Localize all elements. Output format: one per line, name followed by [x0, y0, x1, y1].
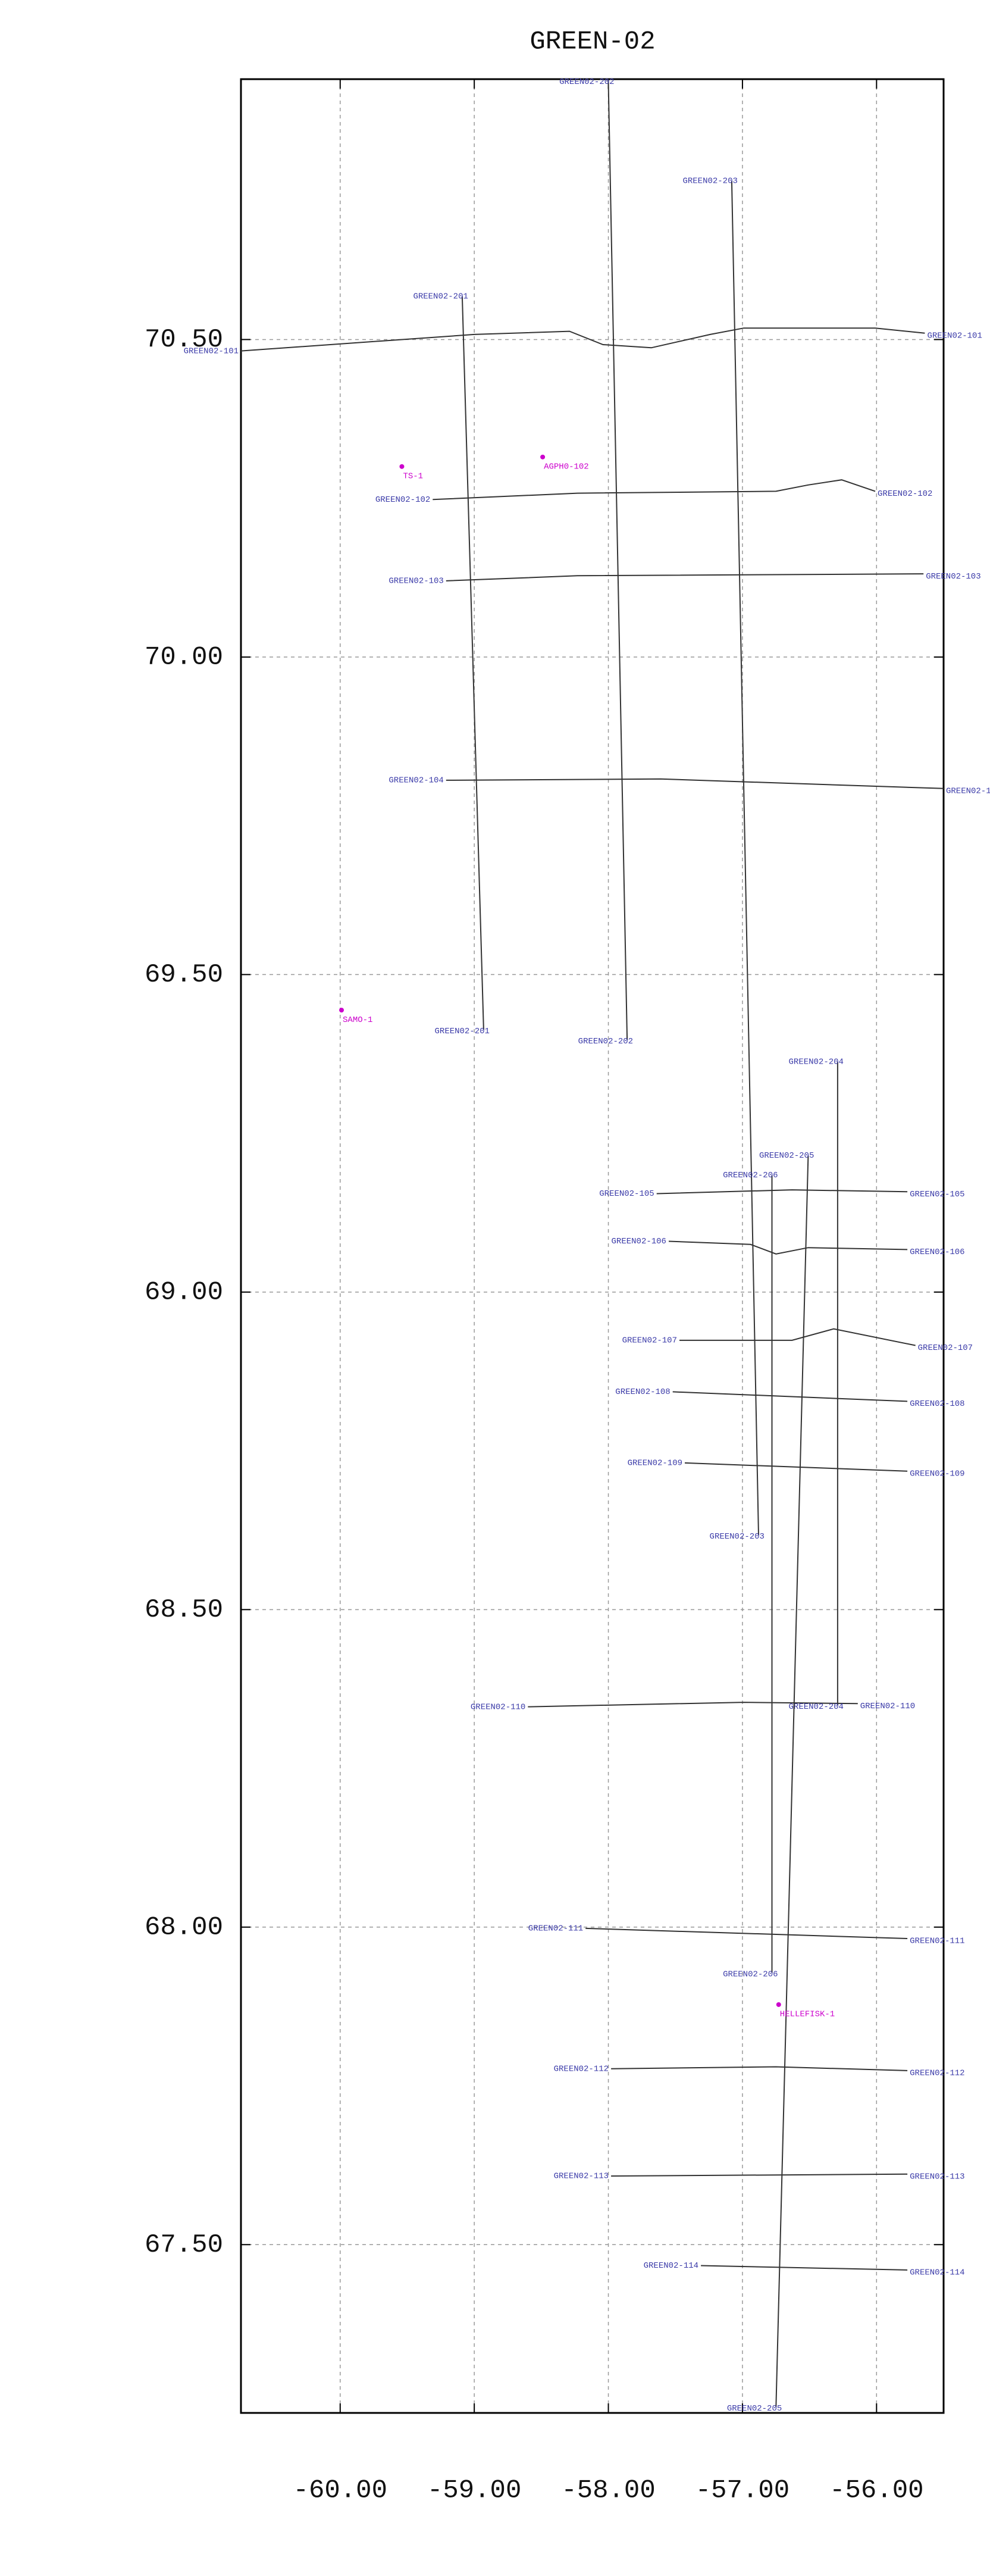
survey-line	[611, 2173, 908, 2177]
survey-line	[701, 2265, 908, 2271]
well-label: TS-1	[403, 472, 423, 482]
line-label: GREEN02-109	[628, 1459, 682, 1468]
line-label: GREEN02-111	[910, 1937, 964, 1946]
line-label: GREEN02-205	[759, 1151, 814, 1161]
line-label: GREEN02-202	[578, 1037, 633, 1046]
line-label: GREEN02-106	[910, 1248, 964, 1257]
line-label: GREEN02-107	[622, 1336, 677, 1346]
line-label: GREEN02-205	[727, 2404, 782, 2414]
survey-line	[731, 180, 759, 1536]
line-label: GREEN02-203	[710, 1532, 765, 1542]
survey-line	[611, 2066, 908, 2071]
line-label: GREEN02-105	[910, 1190, 964, 1199]
survey-line	[679, 1328, 916, 1346]
line-label: GREEN02-102	[878, 489, 932, 499]
line-label: GREEN02-206	[723, 1171, 778, 1180]
line-label: GREEN02-108	[910, 1399, 964, 1409]
line-label: GREEN02-105	[599, 1189, 654, 1199]
survey-line	[446, 778, 944, 789]
survey-line	[240, 327, 925, 352]
y-tick-label: 70.50	[145, 325, 223, 355]
well-label: HELLEFISK-1	[780, 2010, 835, 2019]
well-marker	[339, 1008, 344, 1013]
well-marker	[776, 2002, 781, 2007]
line-label: GREEN02-108	[615, 1387, 670, 1397]
line-label: GREEN02-106	[612, 1237, 666, 1246]
line-label: GREEN02-111	[528, 1924, 583, 1934]
well-marker	[399, 464, 405, 469]
line-label: GREEN02-102	[375, 495, 430, 505]
x-tick-label: -56.00	[829, 2476, 923, 2506]
line-label: GREEN02-113	[910, 2172, 964, 2182]
line-label: GREEN02-107	[918, 1343, 973, 1353]
line-label: GREEN02-103	[389, 577, 443, 586]
line-label: GREEN02-101	[927, 331, 982, 340]
survey-line	[446, 573, 924, 582]
line-label: GREEN02-112	[554, 2064, 609, 2074]
survey-line	[433, 479, 876, 501]
plot-frame	[240, 78, 945, 2414]
line-label: GREEN02-110	[860, 1702, 915, 1711]
x-tick-label: -58.00	[561, 2476, 655, 2506]
line-label: GREEN02-113	[554, 2172, 609, 2181]
line-label: GREEN02-201	[435, 1027, 490, 1036]
survey-line	[775, 1155, 809, 2408]
survey-line	[585, 1927, 908, 1939]
survey-line	[672, 1391, 908, 1402]
line-label: GREEN02-112	[910, 2069, 964, 2078]
line-label: GREEN02-204	[789, 1057, 844, 1067]
line-label: GREEN02-103	[926, 572, 980, 582]
line-label: GREEN02-114	[644, 2261, 698, 2271]
x-tick-label: -60.00	[293, 2476, 387, 2506]
survey-line	[684, 1462, 908, 1472]
line-label: GREEN02-104	[389, 776, 443, 786]
x-tick-label: -57.00	[695, 2476, 790, 2506]
line-label: GREEN02-114	[910, 2268, 964, 2278]
survey-line	[607, 82, 628, 1040]
line-label: GREEN02-203	[682, 176, 737, 186]
line-label: GREEN02-101	[184, 346, 239, 356]
survey-line	[461, 296, 484, 1030]
line-label: GREEN02-201	[413, 292, 468, 302]
y-tick-label: 68.50	[145, 1595, 223, 1625]
survey-line	[528, 1702, 858, 1708]
x-tick-label: -59.00	[427, 2476, 521, 2506]
survey-line	[668, 1240, 908, 1255]
well-marker	[540, 454, 546, 459]
y-tick-label: 67.50	[145, 2230, 223, 2260]
line-label: GREEN02-104	[946, 786, 990, 796]
chart-title: GREEN-02	[530, 27, 655, 57]
line-label: GREEN02-204	[789, 1702, 844, 1712]
y-tick-label: 68.00	[145, 1912, 223, 1942]
well-label: AGPH0-102	[544, 462, 589, 472]
y-tick-label: 69.50	[145, 960, 223, 990]
survey-line	[656, 1189, 908, 1195]
y-tick-label: 70.00	[145, 643, 223, 673]
line-label: GREEN02-109	[910, 1469, 964, 1478]
line-label: GREEN02-202	[559, 77, 614, 87]
y-tick-label: 69.00	[145, 1277, 223, 1307]
well-label: SAMO-1	[343, 1015, 372, 1025]
line-label: GREEN02-206	[723, 1969, 778, 1979]
line-label: GREEN02-110	[471, 1702, 525, 1712]
